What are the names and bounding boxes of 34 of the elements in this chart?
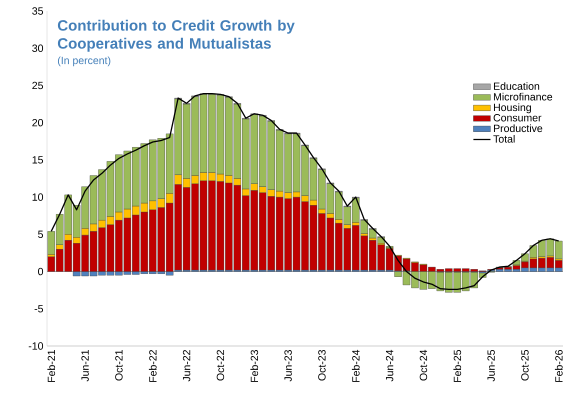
legend-label: Productive [494, 124, 542, 132]
legend-label: Education [494, 82, 540, 90]
x-tick-label: Feb-22 [148, 350, 157, 382]
text: Contribution to Credit Growth by Cooperatives and Mutualistas [58, 20, 295, 52]
x-tick-label: Jun-25 [487, 350, 495, 382]
legend-label: Microfinance [494, 92, 552, 101]
legend-label: Housing [494, 103, 531, 114]
y-tick-label: 15 [32, 156, 44, 164]
x-tick-label: Oct-21 [115, 350, 123, 381]
x-tick-label: Feb-26 [554, 350, 563, 382]
x-tick-label: Jun-23 [284, 350, 292, 382]
y-tick-label: 0 [38, 268, 44, 276]
y-tick-label: 20 [32, 118, 44, 126]
x-tick-label: Oct-22 [216, 350, 224, 381]
x-tick-label: Oct-24 [420, 350, 428, 381]
text: (In percent) [58, 56, 110, 66]
x-tick-label: Oct-25 [521, 350, 529, 381]
legend-label: Consumer [494, 114, 542, 122]
x-tick-label: Feb-23 [250, 350, 258, 382]
x-tick-label: Jun-21 [81, 350, 89, 382]
y-tick-label: 30 [32, 44, 44, 52]
y-tick-label: 10 [32, 193, 44, 201]
legend-label: Total [493, 134, 515, 143]
y-tick-label: -5 [34, 305, 44, 312]
x-tick-label: Jun-22 [182, 350, 190, 382]
x-tick-label: Feb-25 [453, 350, 462, 382]
y-tick-label: 35 [32, 7, 44, 15]
x-tick-label: Feb-21 [47, 350, 56, 382]
x-tick-label: Jun-24 [386, 350, 394, 382]
y-tick-label: 5 [38, 230, 44, 238]
x-tick-label: Oct-23 [318, 350, 326, 381]
x-tick-label: Feb-24 [352, 350, 360, 382]
y-tick-label: -10 [28, 342, 44, 350]
y-tick-label: 25 [32, 82, 44, 90]
